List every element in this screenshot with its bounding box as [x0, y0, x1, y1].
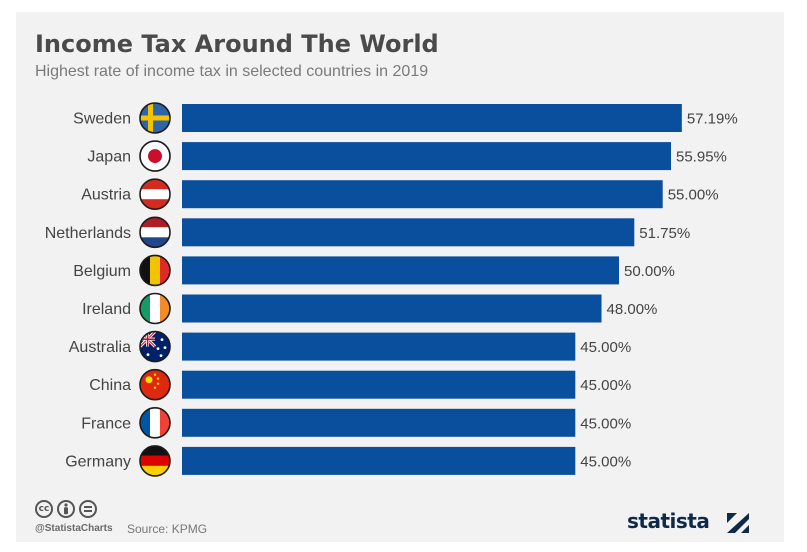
- license-icons: cc: [35, 500, 97, 518]
- belgium-flag-icon: [139, 254, 171, 287]
- bars-layer: Sweden 57.19% Japan 55.95% Austria 55.00% Neth…: [45, 102, 738, 477]
- value-label: 45.00%: [580, 415, 631, 432]
- bar-germany: [182, 446, 576, 475]
- value-label: 45.00%: [580, 377, 631, 394]
- bar-france: [182, 408, 576, 437]
- bar-ireland: [182, 294, 602, 323]
- value-label: 55.00%: [668, 187, 719, 204]
- chart-subtitle: Highest rate of income tax in selected c…: [35, 63, 429, 80]
- value-label: 48.00%: [607, 301, 658, 318]
- category-label: Germany: [65, 453, 131, 470]
- category-label: Belgium: [73, 263, 131, 280]
- japan-flag-icon: [139, 140, 171, 172]
- statista-handle[interactable]: @StatistaCharts: [35, 523, 113, 534]
- bar-belgium: [182, 256, 619, 285]
- germany-flag-icon: [139, 445, 171, 477]
- category-label: Australia: [69, 339, 131, 356]
- austria-flag-icon: [139, 178, 171, 210]
- bar-australia: [182, 332, 576, 361]
- value-label: 55.95%: [676, 149, 727, 166]
- bar-netherlands: [182, 218, 635, 247]
- category-label: China: [89, 377, 131, 394]
- category-label: Ireland: [82, 301, 131, 318]
- sweden-flag-icon: [139, 102, 171, 134]
- category-label: Netherlands: [45, 225, 131, 242]
- china-flag-icon: [139, 368, 171, 401]
- bar-austria: [182, 180, 663, 209]
- category-label: France: [81, 415, 131, 432]
- attribution-icon: [57, 500, 75, 518]
- statista-logo[interactable]: statista: [627, 509, 710, 533]
- value-label: 50.00%: [624, 263, 675, 280]
- category-label: Austria: [81, 187, 131, 204]
- cc-icon: cc: [35, 500, 53, 518]
- bar-japan: [182, 142, 672, 171]
- value-label: 51.75%: [639, 225, 690, 242]
- france-flag-icon: [139, 406, 171, 439]
- australia-flag-icon: [139, 330, 171, 363]
- bar-sweden: [182, 104, 682, 132]
- value-label: 45.00%: [580, 453, 631, 470]
- statista-logo-icon: [727, 513, 749, 533]
- netherlands-flag-icon: [139, 216, 171, 249]
- no-derivatives-icon: [79, 500, 97, 518]
- value-label: 45.00%: [580, 339, 631, 356]
- ireland-flag-icon: [139, 292, 171, 325]
- bar-china: [182, 370, 576, 399]
- source-note: Source: KPMG: [127, 522, 208, 536]
- category-label: Japan: [87, 149, 131, 166]
- category-label: Sweden: [73, 111, 131, 128]
- value-label: 57.19%: [687, 111, 738, 128]
- chart-title: Income Tax Around The World: [35, 30, 439, 58]
